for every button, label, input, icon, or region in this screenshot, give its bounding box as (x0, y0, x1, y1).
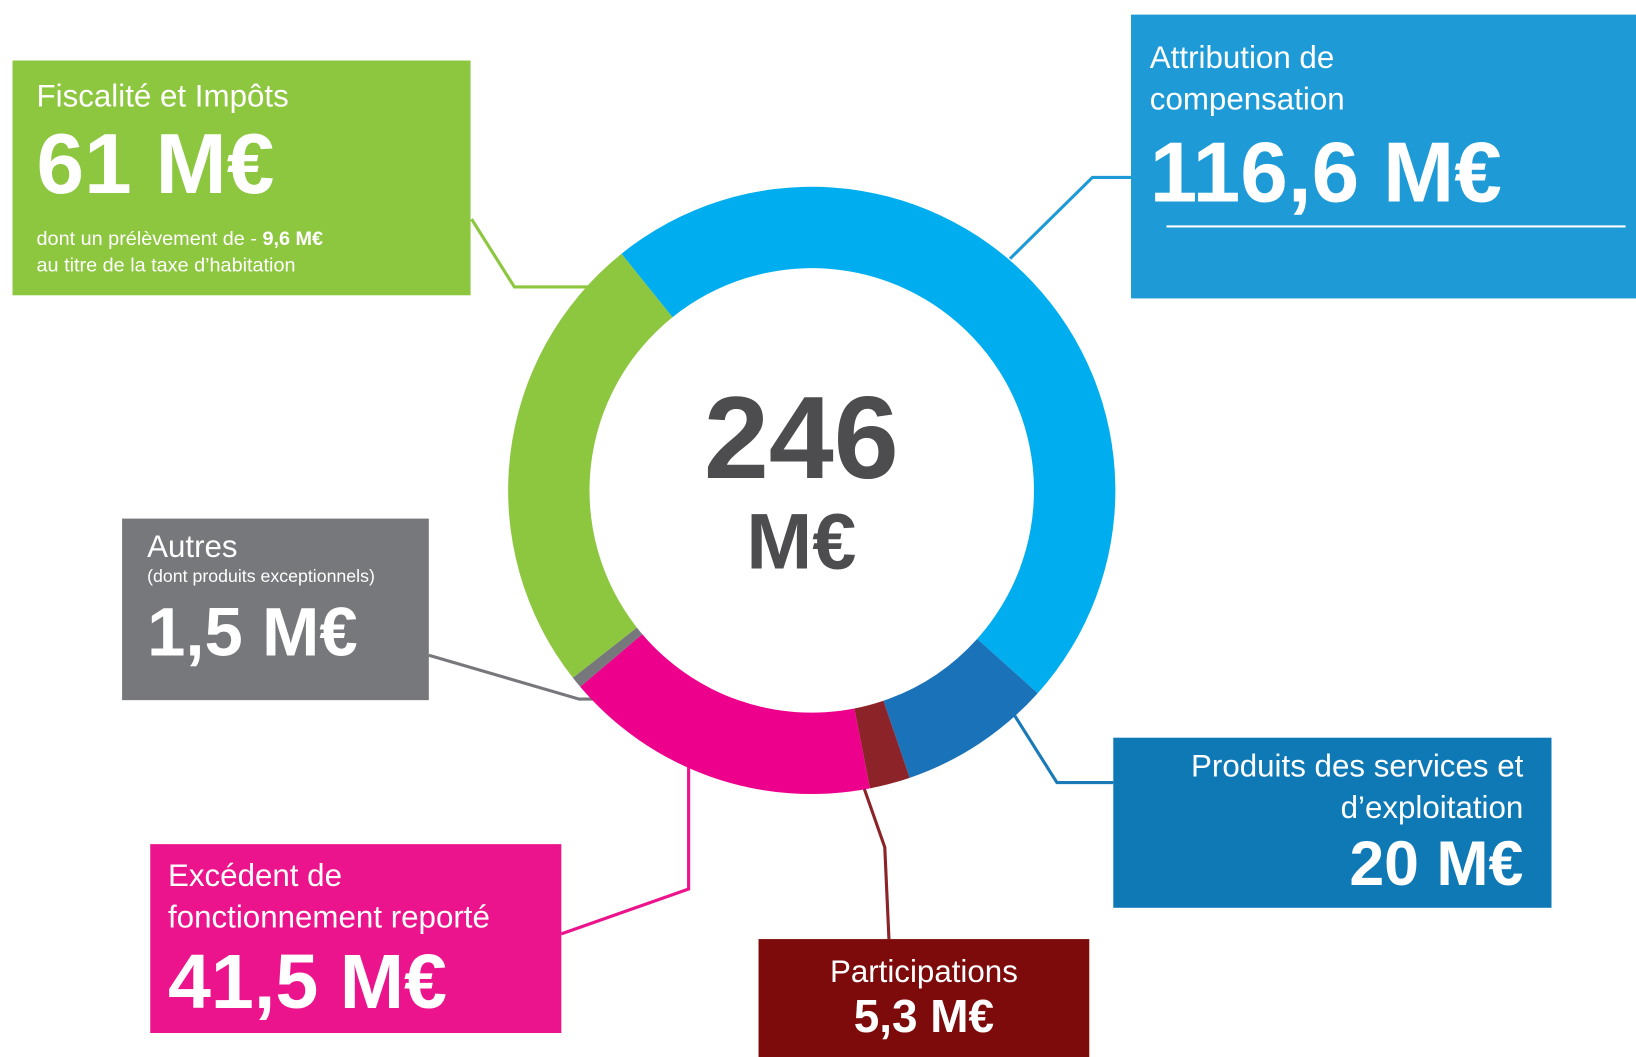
donut-segment (854, 700, 910, 789)
connector (1008, 175, 1132, 260)
category-label: Attribution de compensation (1149, 40, 1345, 117)
label-box: Autres (dont produits exceptionnels) 1,5… (122, 518, 429, 701)
connector (862, 787, 891, 940)
underline (1166, 225, 1626, 228)
label-box: Excédent de fonctionnement reporté 41,5 … (150, 844, 562, 1033)
category-label: Fiscalité et Impôts (36, 79, 289, 114)
donut-segment (621, 186, 1116, 694)
value-label: 116,6 M€ (1149, 125, 1502, 221)
category-label: Participations (829, 954, 1018, 990)
subtitle: (dont produits exceptionnels) (147, 566, 375, 587)
connector (470, 218, 590, 289)
donut-segment (580, 634, 870, 795)
connectors (428, 175, 1132, 940)
note: dont un prélèvement de - 9,6 M€ au titre… (37, 226, 471, 278)
note-text: dont un prélèvement de - (36, 228, 257, 251)
category-label: Produits des services et d’exploitation (1191, 749, 1524, 826)
value-label: 5,3 M€ (853, 991, 995, 1043)
connector (1012, 713, 1114, 785)
donut-segment (883, 638, 1038, 778)
label-box: Produits des services et d’exploitation … (1113, 737, 1552, 908)
value-label: 1,5 M€ (147, 592, 358, 670)
value-label: 20 M€ (1349, 828, 1524, 899)
category-label: Excédent de fonctionnement reporté (167, 858, 490, 935)
arcs (508, 186, 1116, 795)
note-text: au titre de la taxe d’habitation (36, 254, 296, 277)
label-box: Participations 5,3 M€ (758, 939, 1090, 1057)
category-label: Autres (147, 530, 238, 565)
connector (560, 766, 691, 936)
label-box: Attribution de compensation 116,6 M€ (1131, 14, 1636, 299)
total-unit: M€ (746, 497, 857, 587)
connector (428, 653, 597, 701)
donut-segment (572, 627, 643, 687)
donut-segment (508, 253, 673, 678)
value-label: 41,5 M€ (167, 938, 447, 1025)
total-value: 246 (703, 372, 899, 503)
value-label: 61 M€ (36, 116, 275, 212)
label-box: Fiscalité et Impôts 61 M€ dont un prélèv… (12, 60, 471, 296)
note-value: 9,6 M€ (262, 228, 324, 251)
